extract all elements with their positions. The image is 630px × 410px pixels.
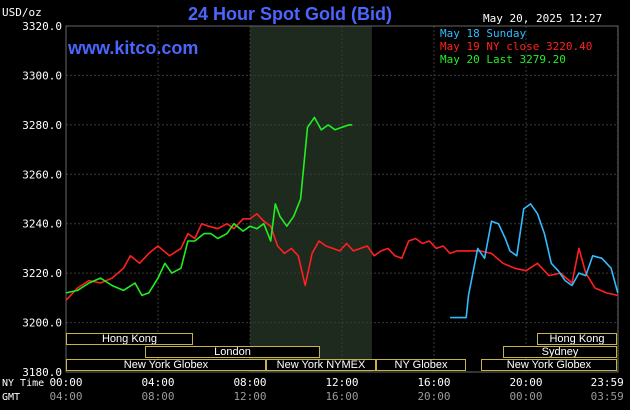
session-new-york-globex-2: New York Globex bbox=[481, 359, 617, 371]
session-sydney: Sydney bbox=[503, 346, 617, 358]
y-tick-label: 3320.0 bbox=[22, 20, 62, 33]
session-hong-kong-2: Hong Kong bbox=[537, 333, 617, 345]
x-tick-ny: 23:59 bbox=[591, 376, 624, 389]
x-tick-ny: 12:00 bbox=[325, 376, 358, 389]
x-tick-ny: 20:00 bbox=[509, 376, 542, 389]
plot-border bbox=[65, 25, 619, 373]
x-tick-gmt: 12:00 bbox=[233, 390, 266, 403]
y-tick-label: 3200.0 bbox=[22, 317, 62, 330]
timestamp: May 20, 2025 12:27 bbox=[483, 12, 603, 25]
x-tick-ny: 16:00 bbox=[417, 376, 450, 389]
x-tick-ny: 00:00 bbox=[49, 376, 82, 389]
y-tick-label: 3280.0 bbox=[22, 119, 62, 132]
y-tick-label: 3180.0 bbox=[22, 366, 62, 379]
brand-link[interactable]: www.kitco.com bbox=[68, 38, 199, 58]
session-hong-kong: Hong Kong bbox=[66, 333, 193, 345]
y-tick-label: 3260.0 bbox=[22, 168, 62, 181]
x-tick-gmt: 04:00 bbox=[49, 390, 82, 403]
series-may18-line bbox=[450, 203, 619, 319]
y-tick-label: 3220.0 bbox=[22, 267, 62, 280]
x-tick-ny: 04:00 bbox=[141, 376, 174, 389]
x-tick-gmt: 00:00 bbox=[509, 390, 542, 403]
axis-label-gmt: GMT bbox=[2, 392, 20, 403]
x-tick-gmt: 08:00 bbox=[141, 390, 174, 403]
nymex-shade bbox=[250, 26, 372, 372]
series-may19-line bbox=[65, 213, 618, 301]
y-tick-label: 3300.0 bbox=[22, 69, 62, 82]
x-tick-gmt: 16:00 bbox=[325, 390, 358, 403]
axis-label-ny-time: NY Time bbox=[2, 378, 44, 389]
units-label: USD/oz bbox=[2, 6, 42, 19]
x-tick-gmt: 20:00 bbox=[417, 390, 450, 403]
x-tick-gmt: 03:59 bbox=[591, 390, 624, 403]
legend-entry-may20: May 20 Last 3279.20 bbox=[440, 53, 566, 66]
session-ny-globex: NY Globex bbox=[376, 359, 466, 371]
chart-title: 24 Hour Spot Gold (Bid) bbox=[188, 4, 392, 24]
session-london: London bbox=[145, 346, 320, 358]
legend-entry-may19: May 19 NY close 3220.40 bbox=[440, 40, 593, 53]
y-tick-label: 3240.0 bbox=[22, 218, 62, 231]
session-new-york-nymex: New York NYMEX bbox=[266, 359, 376, 371]
x-tick-ny: 08:00 bbox=[233, 376, 266, 389]
legend-entry-may18: May 18 Sunday bbox=[440, 27, 527, 40]
session-new-york-globex: New York Globex bbox=[66, 359, 266, 371]
series-may20-line bbox=[65, 116, 353, 297]
